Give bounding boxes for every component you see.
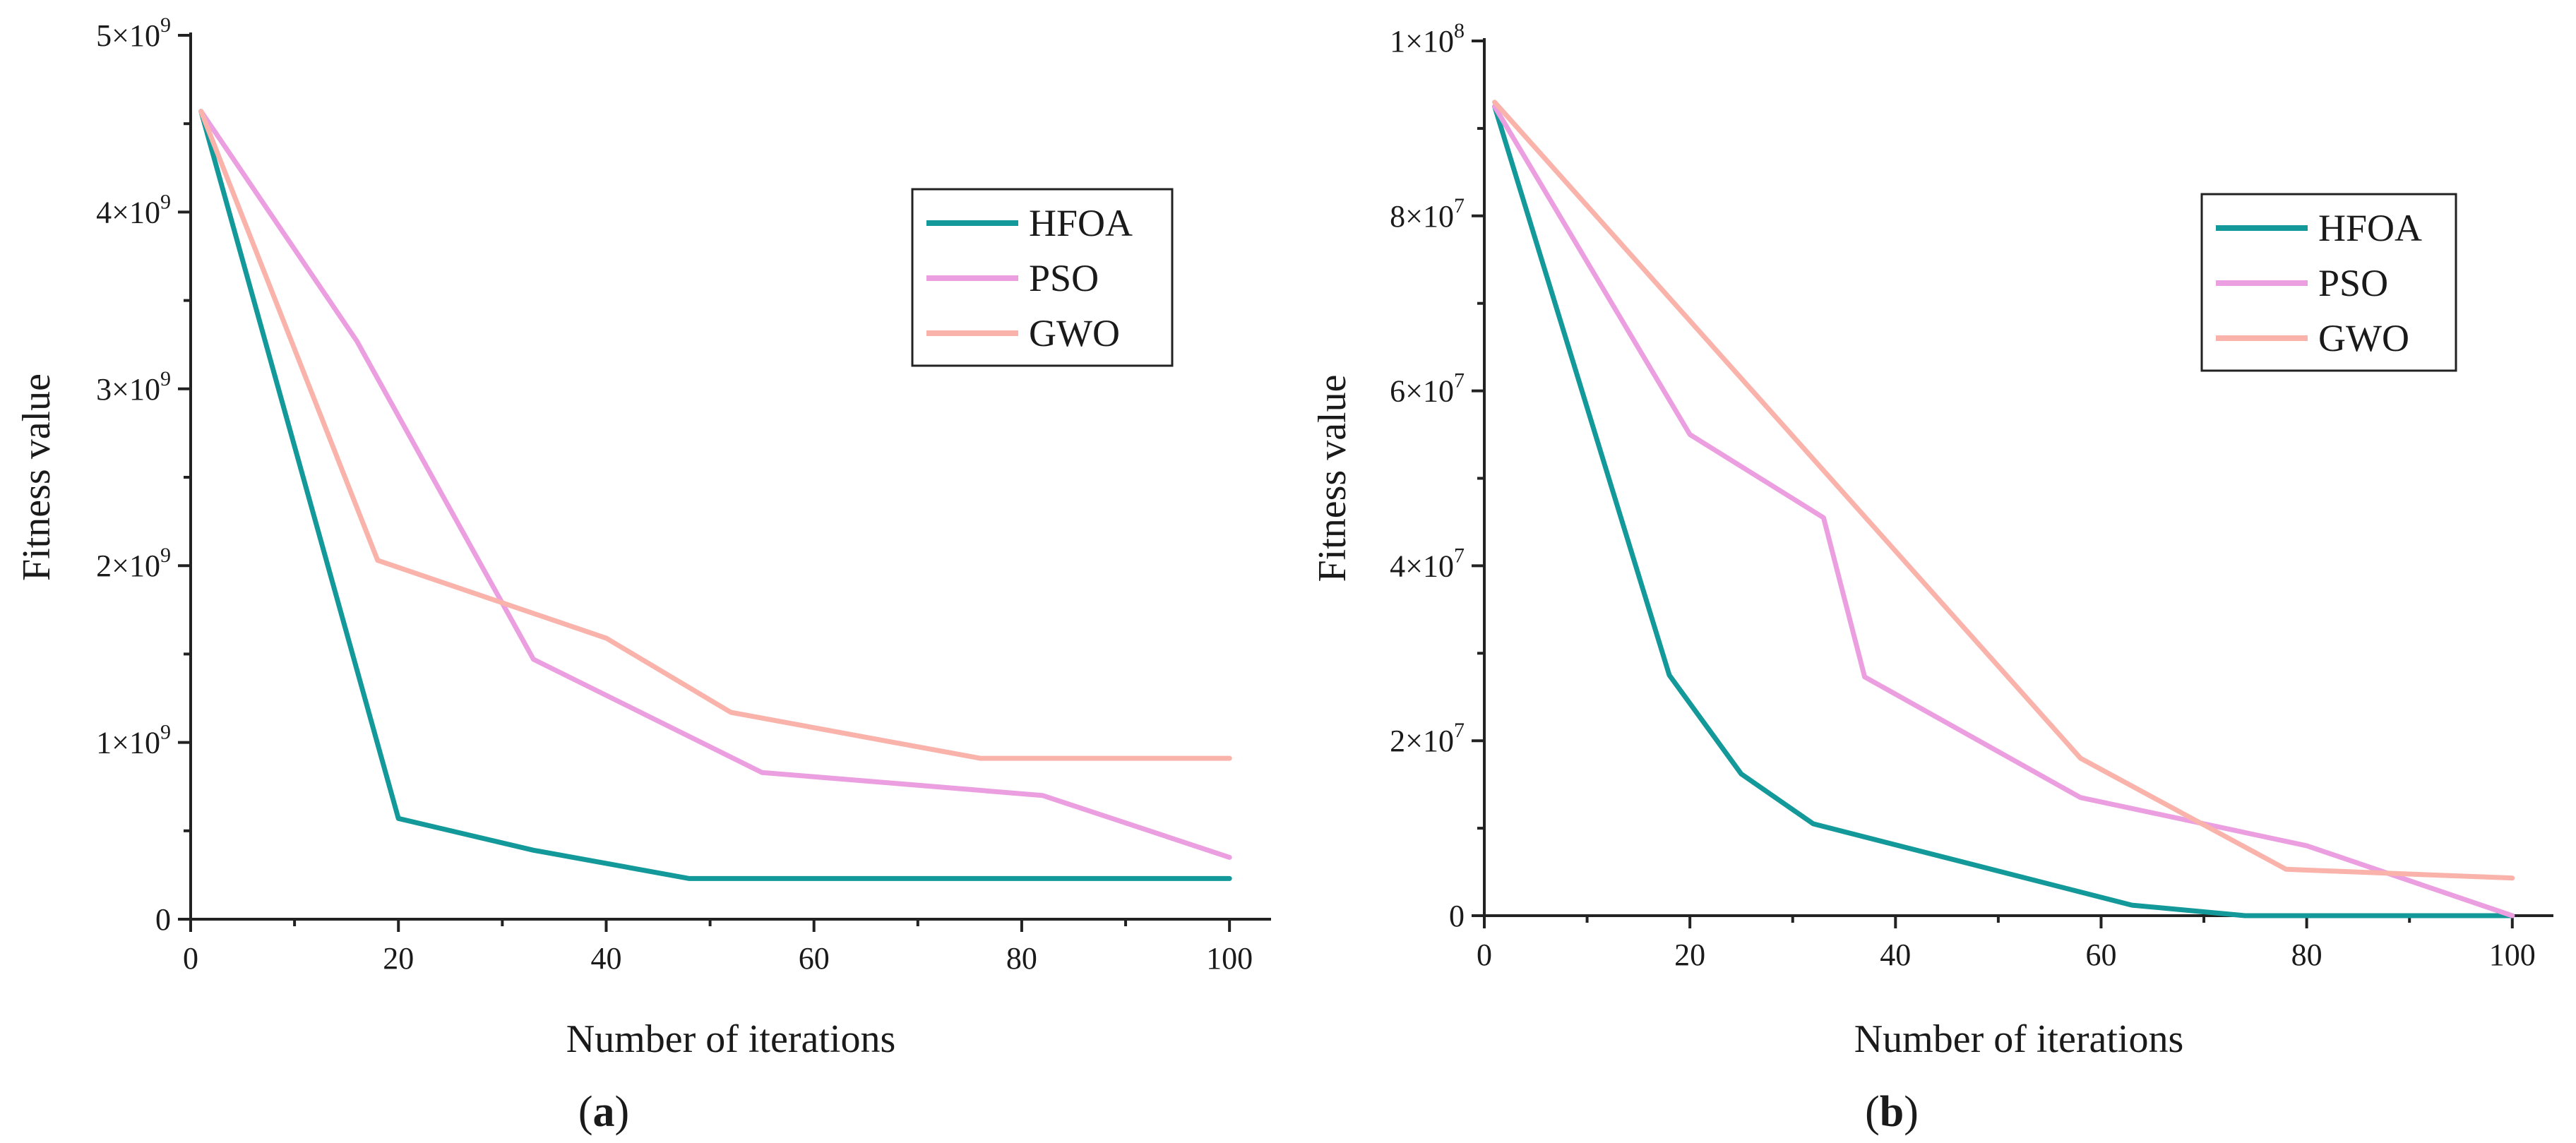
y-tick-label: 1×108 — [1390, 19, 1465, 59]
x-tick-label: 100 — [2489, 938, 2536, 972]
y-tick-label-base: 1×10 — [1390, 24, 1454, 59]
y-tick-label-base: 0 — [1449, 899, 1465, 933]
y-tick-label-exponent: 9 — [160, 544, 171, 567]
x-tick-label: 20 — [383, 941, 414, 976]
x-tick-label: 80 — [2291, 938, 2322, 972]
y-tick-label-exponent: 8 — [1454, 19, 1465, 42]
series-line-hfoa — [1492, 104, 2515, 918]
y-tick-label: 4×107 — [1390, 544, 1465, 583]
y-tick-label: 2×109 — [96, 544, 171, 583]
y-tick-label-base: 6×10 — [1390, 374, 1454, 409]
x-tick-label: 60 — [2085, 938, 2116, 972]
panel-label: (a) — [578, 1088, 629, 1136]
y-tick-label: 1×109 — [96, 721, 171, 760]
panel-b-chart: 0 20 40 60 80 10002×1074×1076×1078×1071×108Nu… — [1311, 19, 2553, 1136]
legend-label-hfoa: HFOA — [1029, 202, 1133, 244]
y-tick-label-base: 8×10 — [1390, 199, 1454, 234]
series-line-hfoa — [198, 109, 1232, 881]
y-tick-label-exponent: 9 — [160, 190, 171, 213]
legend-label-gwo: GWO — [1029, 312, 1120, 354]
y-tick-label-base: 3×10 — [96, 372, 160, 407]
y-tick-label-exponent: 7 — [1454, 719, 1465, 742]
legend: HFOA PSO GWO — [2200, 193, 2457, 372]
x-tick-label: 20 — [1674, 938, 1705, 972]
y-tick-label: 4×109 — [96, 190, 171, 229]
y-tick-label-exponent: 9 — [160, 367, 171, 390]
y-tick-label-base: 2×10 — [96, 549, 160, 583]
legend-label-hfoa: HFOA — [2318, 207, 2422, 249]
x-tick-label: 60 — [799, 941, 830, 976]
y-tick-label: 2×107 — [1390, 719, 1465, 758]
y-tick-label-exponent: 9 — [160, 721, 171, 744]
x-axis-title: Number of iterations — [1854, 1017, 2184, 1061]
y-tick-label-exponent: 7 — [1454, 194, 1465, 217]
y-tick-label: 6×107 — [1390, 369, 1465, 409]
x-axis-title: Number of iterations — [566, 1017, 896, 1061]
x-tick-label: 0 — [183, 941, 198, 976]
x-tick-label: 40 — [1880, 938, 1911, 972]
y-tick-label-base: 1×10 — [96, 726, 160, 760]
legend: HFOA PSO GWO — [911, 188, 1174, 367]
panel-label-open: ( — [1865, 1088, 1880, 1136]
y-tick-label-base: 4×10 — [96, 195, 160, 229]
y-axis-title: Fitness value — [1311, 375, 1354, 582]
series-line-pso — [198, 109, 1232, 860]
legend-label-pso: PSO — [1029, 257, 1099, 299]
legend-label-pso: PSO — [2318, 262, 2388, 304]
x-tick-label: 100 — [1206, 941, 1253, 976]
y-tick-label-base: 4×10 — [1390, 549, 1454, 583]
x-tick-label: 0 — [1477, 938, 1492, 972]
series-line-pso — [1492, 104, 2515, 918]
series-line-gwo — [1492, 100, 2515, 881]
panel-label-close: ) — [615, 1088, 630, 1136]
series-line-gwo — [198, 109, 1232, 761]
panel-label-close: ) — [1904, 1088, 1919, 1136]
y-tick-label-exponent: 9 — [160, 13, 171, 37]
y-tick-label: 3×109 — [96, 367, 171, 407]
legend-label-gwo: GWO — [2318, 317, 2409, 359]
y-tick-label-exponent: 7 — [1454, 544, 1465, 567]
x-tick-label: 80 — [1006, 941, 1037, 976]
y-tick-label-base: 0 — [155, 902, 171, 937]
panel-label-open: ( — [578, 1088, 593, 1136]
y-tick-label-base: 5×10 — [96, 18, 160, 53]
y-tick-label-base: 2×10 — [1390, 724, 1454, 758]
panel-label: (b) — [1865, 1088, 1919, 1136]
y-tick-label: 8×107 — [1390, 194, 1465, 234]
y-tick-label: 0 — [1449, 899, 1465, 933]
x-tick-label: 40 — [590, 941, 621, 976]
panel-label-letter: b — [1880, 1088, 1904, 1136]
y-tick-label-exponent: 7 — [1454, 369, 1465, 393]
y-tick-label: 5×109 — [96, 13, 171, 53]
panel-a-chart: 0 20 40 60 80 10001×1092×1093×1094×1095×109Nu… — [15, 13, 1271, 1136]
y-tick-label: 0 — [155, 902, 171, 937]
y-axis-title: Fitness value — [15, 373, 59, 581]
panel-label-letter: a — [593, 1088, 615, 1136]
